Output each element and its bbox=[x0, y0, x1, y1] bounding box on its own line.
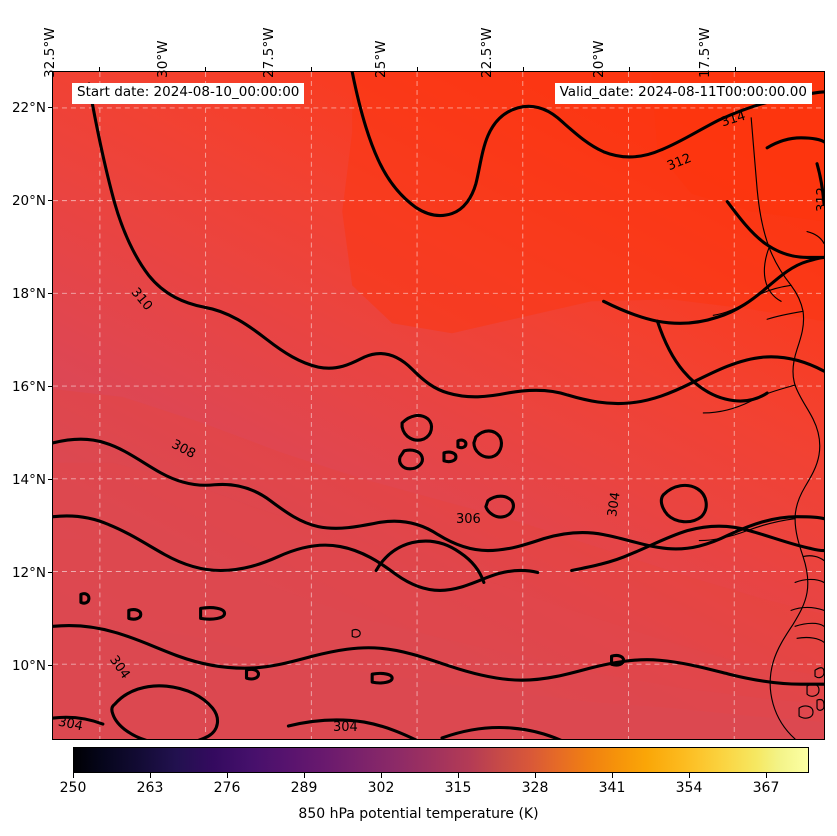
y-tick-label: 20°N bbox=[11, 193, 46, 209]
colorbar-tick-label: 328 bbox=[521, 780, 549, 796]
y-tick-label: 12°N bbox=[11, 565, 46, 581]
colorbar-tick-label: 276 bbox=[213, 780, 241, 796]
colorbar-tick-label: 354 bbox=[675, 780, 703, 796]
x-tick-label: 27.5°W bbox=[261, 27, 277, 78]
colorbar[interactable]: 250 263 276 289 302 315 328 341 354 367 bbox=[60, 747, 809, 796]
x-tick-label: 22.5°W bbox=[479, 27, 495, 78]
colorbar-tick-label: 263 bbox=[136, 780, 164, 796]
colorbar-gradient bbox=[73, 747, 809, 773]
valid-date-annotation: Valid_date: 2024-08-11T00:00:00.00 bbox=[554, 83, 812, 104]
colorbar-tick-label: 302 bbox=[367, 780, 395, 796]
map-plot-area: 314 312 312 310 308 306 304 304 304 304 … bbox=[52, 71, 825, 740]
y-tick-label: 10°N bbox=[11, 658, 46, 674]
x-tick-label: 20°W bbox=[591, 40, 607, 78]
y-tick-label: 22°N bbox=[11, 100, 46, 116]
x-tick-label: 25°W bbox=[373, 40, 389, 78]
colorbar-tick-label: 341 bbox=[598, 780, 626, 796]
temperature-field bbox=[53, 72, 824, 739]
colorbar-tick-label: 367 bbox=[752, 780, 780, 796]
colorbar-tick-label: 289 bbox=[290, 780, 318, 796]
colorbar-tick-label: 315 bbox=[444, 780, 472, 796]
colorbar-title: 850 hPa potential temperature (K) bbox=[298, 806, 539, 822]
y-tick-label: 18°N bbox=[11, 286, 46, 302]
x-tick-label: 32.5°W bbox=[42, 27, 58, 78]
x-tick-label: 30°W bbox=[155, 40, 171, 78]
x-tick-label: 17.5°W bbox=[697, 27, 713, 78]
start-date-annotation: Start date: 2024-08-10_00:00:00 bbox=[72, 83, 305, 104]
colorbar-tick-label: 250 bbox=[59, 780, 87, 796]
y-tick-label: 14°N bbox=[11, 472, 46, 488]
y-tick-label: 16°N bbox=[11, 379, 46, 395]
